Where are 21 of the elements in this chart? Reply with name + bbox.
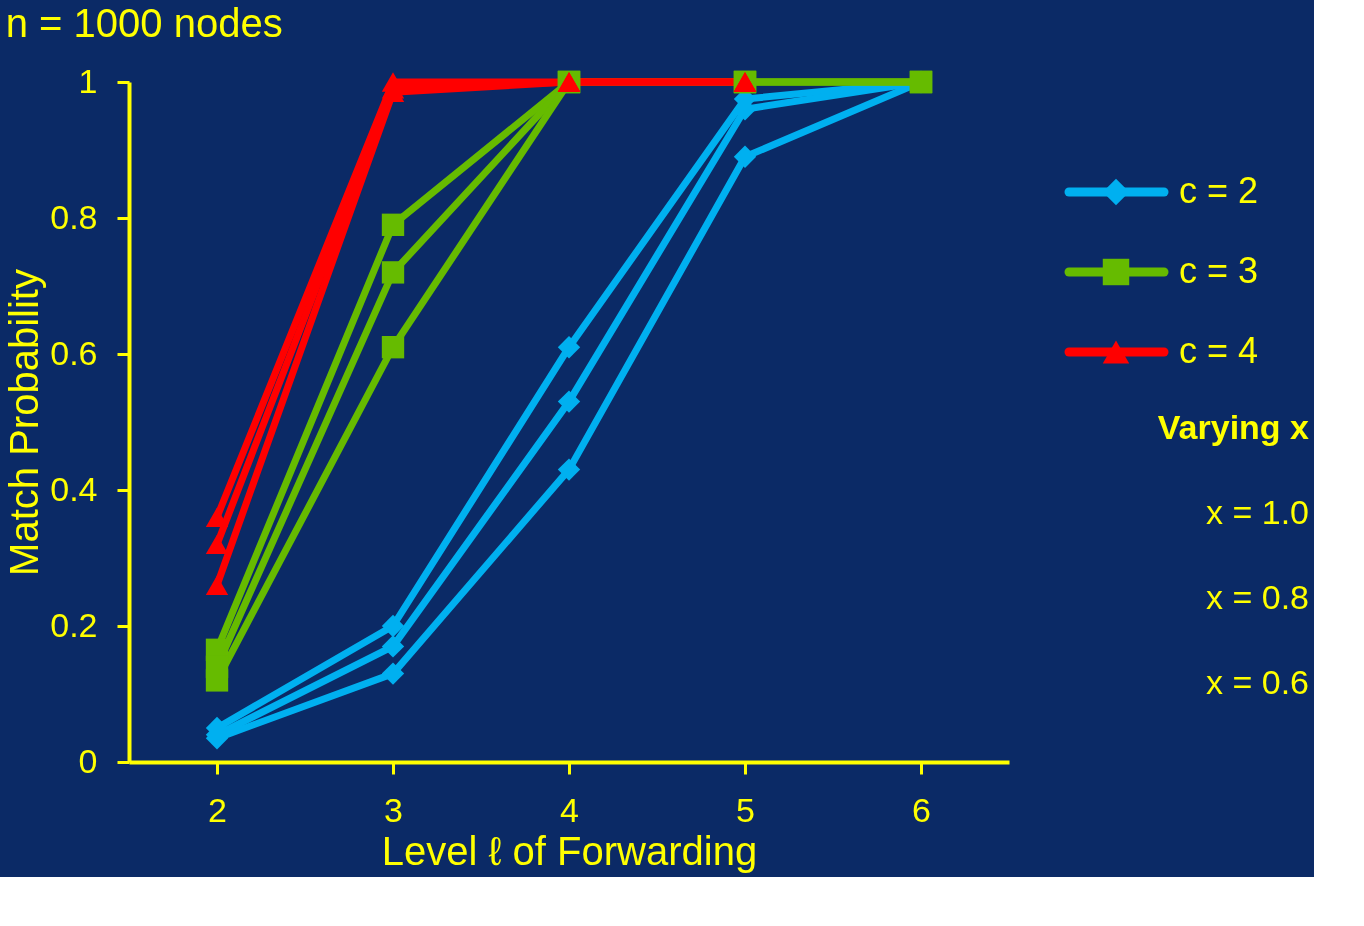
y-tick-label: 0 [78,741,98,780]
text: x = 0.8 [1205,577,1309,616]
y-tick-label: 0.6 [50,333,98,372]
y-tick-label: 0.2 [50,605,98,644]
y-axis-title: Match Probability [2,269,47,576]
x-axis-title: Level ℓ of Forwarding [381,828,758,873]
x-tick-label: 2 [208,790,227,829]
x-tick-label: 5 [736,790,755,829]
x-tick-label: 4 [560,790,579,829]
y-tick-label: 0.4 [50,469,98,508]
legend-label: c = 2 [1179,170,1259,211]
y-tick-label: 1 [78,61,98,100]
text: x = 0.6 [1205,662,1309,701]
chart-title: n = 1000 nodes [5,1,283,45]
text: x = 1.0 [1205,492,1309,531]
text: Varying x [1157,407,1310,446]
legend-label: c = 3 [1179,250,1259,291]
legend-label: c = 4 [1179,330,1259,371]
x-tick-label: 3 [384,790,403,829]
x-tick-label: 6 [912,790,931,829]
y-tick-label: 0.8 [50,197,98,236]
